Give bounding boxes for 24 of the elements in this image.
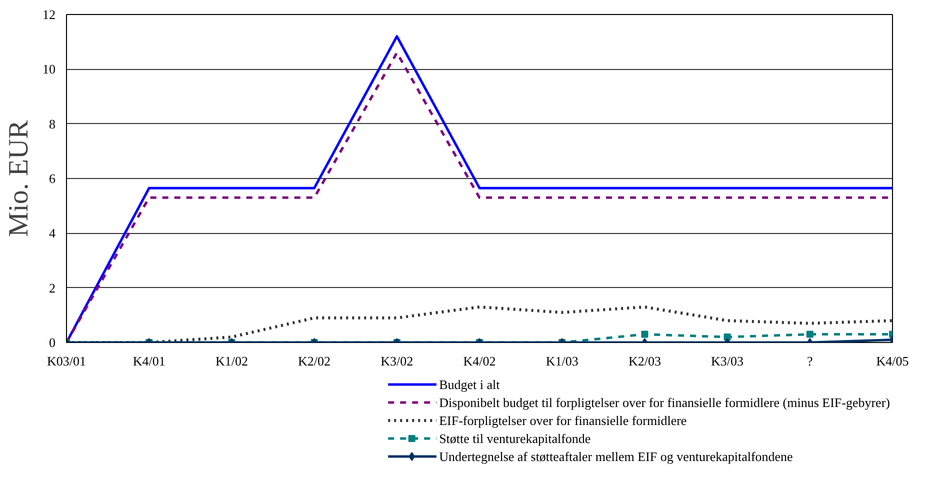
legend-label: Disponibelt budget til forpligtelser over for finansielle formidlere (minus EIF-gebyrer) — [439, 395, 890, 410]
y-axis-title: Mio. EUR — [4, 120, 34, 237]
legend-label: EIF-forpligtelser over for finansielle formidlere — [439, 413, 687, 428]
x-tick-label: K03/01 — [47, 354, 86, 368]
y-tick-label: 12 — [42, 7, 56, 22]
legend-label: Budget i alt — [439, 377, 500, 392]
x-tick-label: K4/02 — [463, 354, 496, 368]
y-tick-label: 4 — [49, 226, 56, 241]
y-tick-label: 10 — [42, 62, 56, 77]
x-tick-label: ? — [807, 354, 814, 368]
x-tick-label: K3/02 — [380, 354, 414, 368]
y-tick-label: 8 — [49, 116, 56, 132]
x-tick-label: K1/02 — [215, 354, 248, 368]
x-tick-label: K4/05 — [876, 354, 909, 368]
y-tick-label: 6 — [49, 171, 56, 186]
x-tick-label: K2/02 — [298, 354, 331, 368]
y-tick-label: 2 — [49, 280, 56, 296]
x-tick-label: K2/03 — [628, 354, 661, 368]
y-tick-label: 0 — [49, 335, 56, 350]
x-tick-label: K1/03 — [546, 354, 578, 368]
legend-label: Undertegnelse af støtteaftaler mellem EIF og venturekapitalfondene — [439, 449, 794, 464]
legend-label: Støtte til venturekapitalfonde — [439, 431, 591, 446]
x-tick-label: K4/01 — [132, 354, 166, 368]
x-tick-label: K3/03 — [711, 354, 744, 368]
